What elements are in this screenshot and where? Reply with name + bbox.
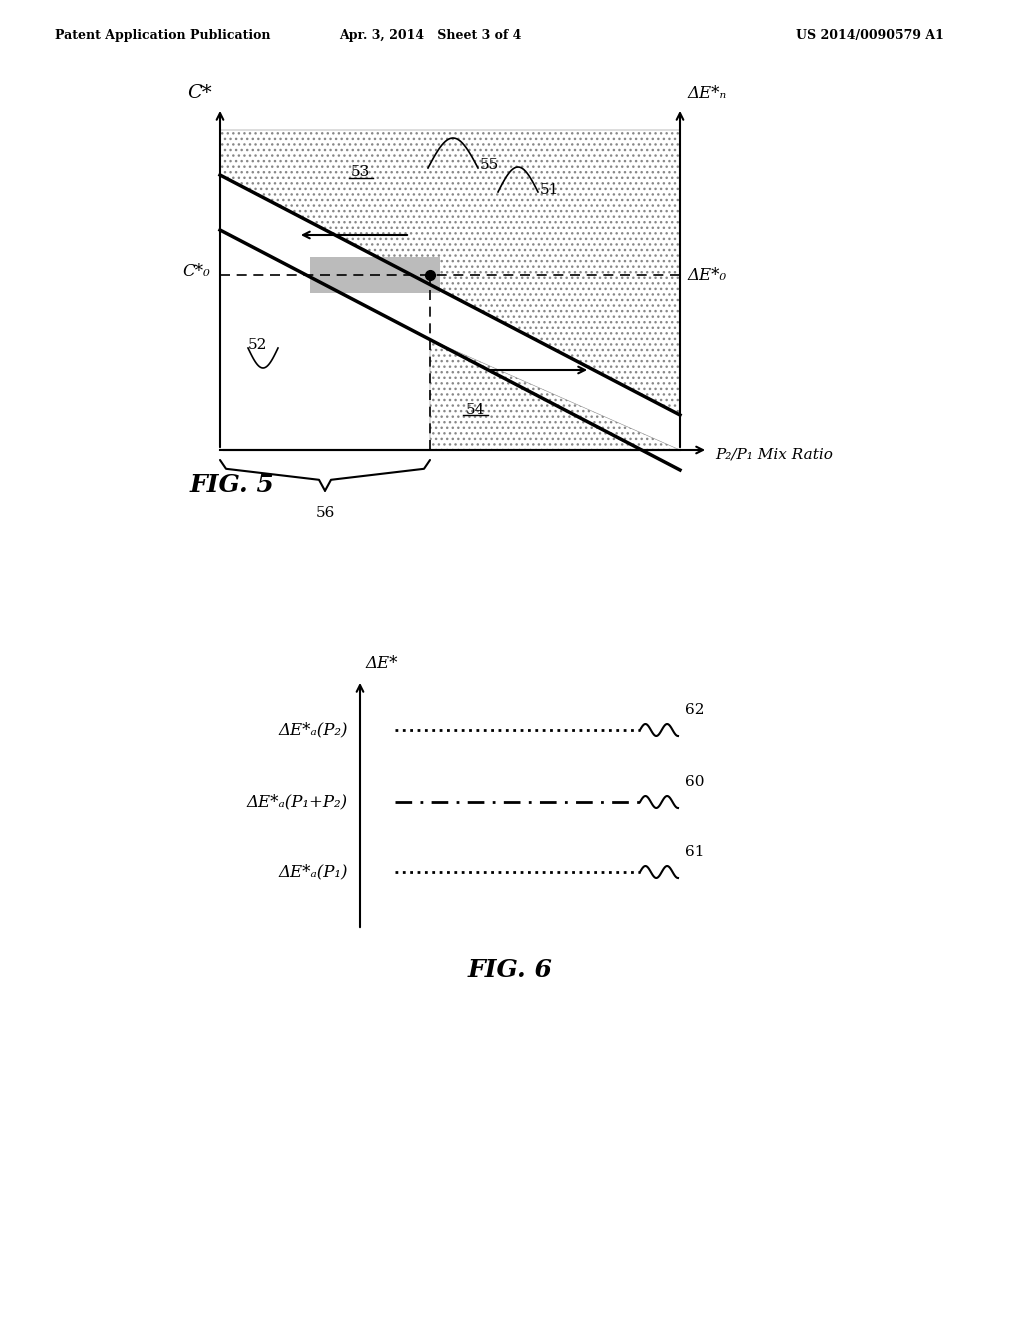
Text: 56: 56 xyxy=(315,506,335,520)
Text: 53: 53 xyxy=(350,165,370,180)
Text: 60: 60 xyxy=(685,775,705,789)
Text: 61: 61 xyxy=(685,845,705,859)
Text: ΔE*: ΔE* xyxy=(366,655,398,672)
Text: ΔE*ₐ(P₁+P₂): ΔE*ₐ(P₁+P₂) xyxy=(247,793,348,810)
Text: ΔE*ₐ(P₁): ΔE*ₐ(P₁) xyxy=(279,863,348,880)
Polygon shape xyxy=(220,129,680,414)
Polygon shape xyxy=(430,339,680,450)
Text: Apr. 3, 2014   Sheet 3 of 4: Apr. 3, 2014 Sheet 3 of 4 xyxy=(339,29,521,41)
Text: 55: 55 xyxy=(480,158,500,172)
Text: ΔE*ₙ: ΔE*ₙ xyxy=(688,84,727,102)
Text: 62: 62 xyxy=(685,704,705,717)
Text: FIG. 5: FIG. 5 xyxy=(190,473,274,498)
Text: Patent Application Publication: Patent Application Publication xyxy=(55,29,270,41)
Text: 51: 51 xyxy=(540,183,559,197)
Text: C*₀: C*₀ xyxy=(182,263,210,280)
Text: P₂/P₁ Mix Ratio: P₂/P₁ Mix Ratio xyxy=(715,447,833,462)
Text: ΔE*₀: ΔE*₀ xyxy=(688,267,727,284)
Text: US 2014/0090579 A1: US 2014/0090579 A1 xyxy=(796,29,944,41)
Text: FIG. 6: FIG. 6 xyxy=(468,958,552,982)
Text: 52: 52 xyxy=(248,338,267,352)
Polygon shape xyxy=(310,257,440,293)
Text: 54: 54 xyxy=(465,403,484,417)
Text: C*: C* xyxy=(187,84,212,102)
Text: ΔE*ₐ(P₂): ΔE*ₐ(P₂) xyxy=(279,722,348,738)
